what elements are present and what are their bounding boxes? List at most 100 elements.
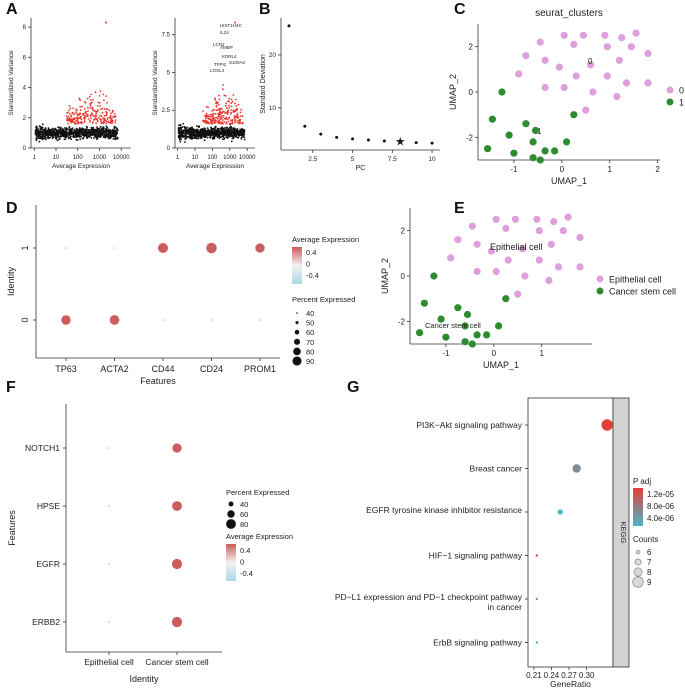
gene-point	[109, 135, 112, 138]
gene-point	[51, 137, 54, 140]
gene-point	[209, 135, 212, 137]
variable-gene-point	[100, 120, 102, 123]
variable-gene-point	[81, 122, 83, 125]
x-axis-label: GeneRatio	[550, 679, 591, 689]
variable-gene-point	[230, 98, 233, 101]
variable-gene-point	[107, 120, 110, 123]
gene-point	[103, 133, 106, 136]
colorbar	[292, 247, 302, 284]
variable-gene-point	[76, 109, 78, 112]
variable-gene-point	[234, 119, 236, 122]
variable-gene-point	[226, 113, 229, 115]
gene-point	[207, 134, 210, 137]
gene-point	[231, 127, 233, 130]
cell-point	[587, 61, 595, 69]
panel-label: E	[454, 200, 465, 217]
variable-gene-point	[80, 115, 82, 118]
variable-gene-point	[66, 118, 69, 121]
gene-point	[35, 126, 37, 129]
pathway-dot	[535, 554, 538, 557]
variable-gene-point	[217, 120, 220, 123]
cluster-label: 0	[588, 57, 593, 66]
variable-gene-point	[236, 121, 239, 123]
gene-point	[242, 128, 244, 131]
gene-point	[237, 132, 239, 135]
gene-point	[114, 135, 117, 138]
gene-point	[48, 132, 51, 135]
variable-gene-point	[205, 106, 208, 108]
gene-point	[101, 133, 103, 135]
gene-point	[39, 133, 42, 136]
colorbar-tick-label: 0.4	[306, 248, 316, 257]
gene-point	[217, 129, 220, 131]
gene-point	[218, 135, 221, 138]
size-legend-dot	[226, 519, 236, 529]
variable-gene-point	[91, 107, 94, 110]
gene-point	[44, 138, 47, 141]
gene-point	[200, 135, 203, 137]
variable-gene-point	[234, 116, 237, 118]
cell-point	[447, 254, 455, 262]
gene-point	[210, 132, 213, 135]
colorbar-tick-label: 1.2e-05	[647, 490, 675, 499]
pathway-dot	[557, 509, 563, 515]
gene-point	[105, 125, 108, 127]
colorbar-tick-label: 8.0e-06	[647, 502, 675, 511]
variable-gene-point	[234, 121, 237, 124]
gene-point	[221, 127, 224, 130]
gene-point	[113, 125, 116, 128]
variable-gene-point	[241, 115, 244, 118]
variable-gene-point	[211, 122, 214, 125]
gene-point	[228, 134, 231, 137]
gene-point	[59, 132, 62, 135]
gene-point	[47, 134, 49, 137]
gene-point	[242, 132, 245, 135]
cell-point	[522, 52, 530, 60]
variable-gene-point	[220, 108, 223, 111]
gene-point	[75, 132, 77, 135]
gene-point	[75, 130, 78, 132]
gene-point	[232, 135, 235, 138]
x-tick-label: 2	[655, 165, 660, 174]
y-tick-label: 0	[167, 146, 171, 152]
variable-gene-point	[99, 90, 102, 93]
gene-point	[209, 136, 212, 139]
variable-gene-point	[83, 101, 86, 103]
variable-gene-point	[205, 112, 208, 115]
variable-gene-point	[75, 108, 77, 110]
y-tick-label: 0	[401, 272, 406, 281]
variable-gene-point	[93, 119, 95, 121]
pathway-label: EGFR tyrosine kinase inhibitor resistanc…	[366, 505, 522, 515]
variable-gene-point	[90, 114, 92, 117]
pc-point	[430, 141, 434, 145]
size-legend-dot	[293, 338, 301, 345]
cell-point	[473, 267, 481, 276]
x-tick-label: CD24	[200, 364, 223, 374]
variable-gene-point	[96, 110, 99, 113]
pc-point	[414, 141, 418, 145]
size-legend-dot	[293, 347, 301, 356]
cell-point	[521, 272, 529, 280]
variable-gene-point	[105, 21, 107, 24]
variable-gene-point	[106, 102, 109, 104]
variable-gene-point	[100, 118, 103, 121]
panel-label: C	[454, 1, 466, 18]
variable-gene-point	[75, 117, 78, 119]
variable-gene-point	[92, 98, 94, 101]
gene-point	[82, 136, 85, 139]
y-axis-label: Standardized Variance	[152, 50, 159, 116]
gene-label: S100A2	[229, 60, 246, 65]
gene-point	[196, 129, 199, 132]
cell-point	[615, 56, 623, 64]
gene-point	[235, 135, 238, 138]
gene-point	[108, 128, 110, 131]
gene-point	[232, 127, 235, 129]
variable-gene-point	[91, 101, 93, 104]
gene-point	[108, 131, 111, 134]
cell-point	[551, 147, 559, 155]
variable-gene-point	[204, 115, 207, 118]
variable-gene-point	[99, 114, 101, 117]
gene-label: HIST1H4C	[220, 23, 243, 28]
gene-point	[35, 139, 38, 142]
size-legend-label: 60	[240, 510, 248, 519]
